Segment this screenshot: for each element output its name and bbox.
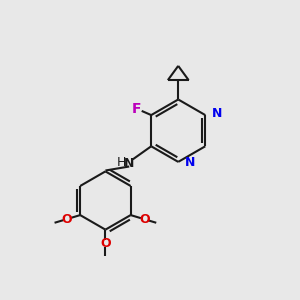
Text: N: N xyxy=(124,157,134,170)
Text: O: O xyxy=(100,237,111,250)
Text: O: O xyxy=(139,213,150,226)
Text: H: H xyxy=(117,156,126,169)
Text: N: N xyxy=(212,107,222,120)
Text: O: O xyxy=(61,213,72,226)
Text: F: F xyxy=(132,101,142,116)
Text: N: N xyxy=(185,156,195,169)
